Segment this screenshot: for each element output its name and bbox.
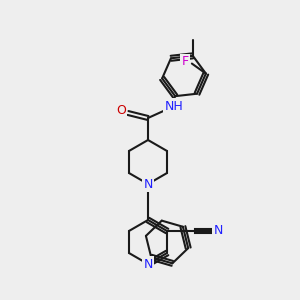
Text: N: N: [213, 224, 223, 238]
Text: N: N: [143, 178, 153, 190]
Text: NH: NH: [165, 100, 183, 112]
Text: O: O: [116, 104, 126, 118]
Text: N: N: [143, 257, 153, 271]
Text: F: F: [181, 55, 188, 68]
